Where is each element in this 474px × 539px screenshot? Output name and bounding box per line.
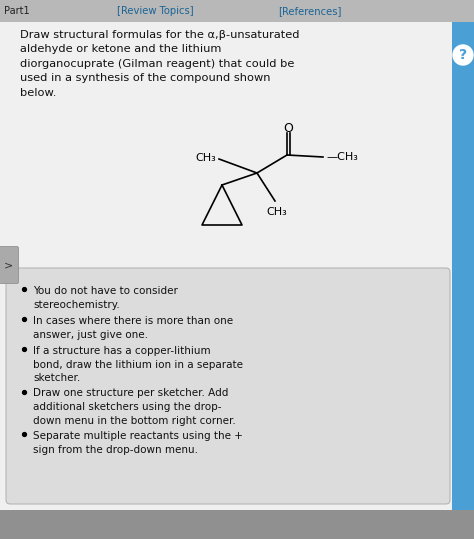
Text: Separate multiple reactants using the +
sign from the drop-down menu.: Separate multiple reactants using the + …	[33, 431, 243, 454]
Circle shape	[453, 45, 473, 65]
FancyBboxPatch shape	[6, 268, 450, 504]
Text: >: >	[4, 260, 13, 270]
Text: In cases where there is more than one
answer, just give one.: In cases where there is more than one an…	[33, 316, 233, 340]
Text: CH₃: CH₃	[195, 153, 216, 163]
Text: You do not have to consider
stereochemistry.: You do not have to consider stereochemis…	[33, 286, 178, 309]
Text: Draw one structure per sketcher. Add
additional sketchers using the drop-
down m: Draw one structure per sketcher. Add add…	[33, 389, 236, 426]
FancyBboxPatch shape	[0, 22, 452, 537]
Text: ?: ?	[459, 48, 467, 62]
FancyBboxPatch shape	[0, 510, 474, 539]
Text: Draw structural formulas for the α,β-unsaturated
aldehyde or ketone and the lith: Draw structural formulas for the α,β-uns…	[20, 30, 300, 98]
Text: [Review Topics]: [Review Topics]	[117, 6, 193, 16]
Text: O: O	[283, 121, 293, 135]
FancyBboxPatch shape	[452, 22, 474, 537]
Text: If a structure has a copper-lithium
bond, draw the lithium ion in a separate
ske: If a structure has a copper-lithium bond…	[33, 346, 243, 383]
Text: [References]: [References]	[278, 6, 342, 16]
Text: CH₃: CH₃	[266, 207, 287, 217]
FancyBboxPatch shape	[0, 0, 474, 22]
Text: —CH₃: —CH₃	[326, 152, 358, 162]
FancyBboxPatch shape	[0, 246, 18, 284]
Text: Part1: Part1	[4, 6, 29, 16]
